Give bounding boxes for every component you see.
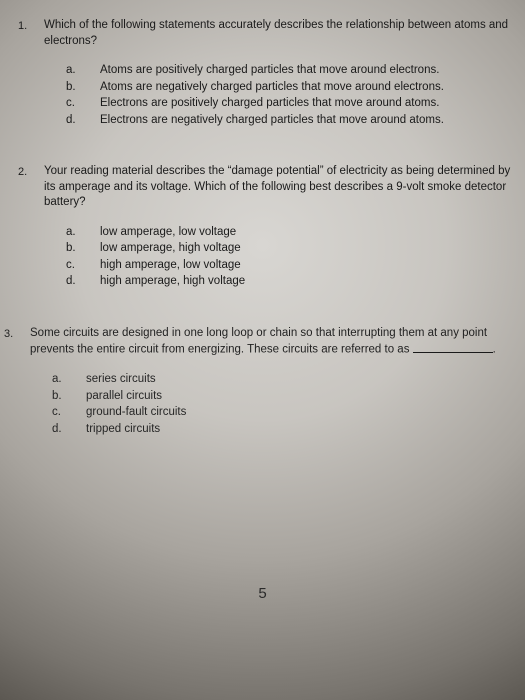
question-2: 2. Your reading material describes the “… (18, 164, 513, 290)
option-text: Electrons are negatively charged particl… (100, 113, 513, 129)
option-letter: d. (66, 113, 100, 129)
option-text: parallel circuits (86, 389, 513, 405)
option-letter: a. (66, 63, 100, 79)
option-text: low amperage, low voltage (100, 225, 513, 241)
option-d[interactable]: d. high amperage, high voltage (66, 274, 513, 290)
option-letter: b. (66, 241, 100, 257)
question-3: 3. Some circuits are designed in one lon… (4, 326, 513, 437)
option-d[interactable]: d. tripped circuits (52, 422, 513, 438)
option-c[interactable]: c. ground-fault circuits (52, 405, 513, 421)
option-c[interactable]: c. Electrons are positively charged part… (66, 96, 513, 112)
option-letter: d. (52, 422, 86, 438)
option-letter: c. (66, 96, 100, 112)
page-number: 5 (0, 584, 525, 604)
option-text: high amperage, low voltage (100, 258, 513, 274)
prompt-post: . (493, 344, 496, 356)
question-number: 1. (18, 18, 44, 34)
fill-blank[interactable] (413, 341, 493, 352)
option-text: high amperage, high voltage (100, 274, 513, 290)
question-1: 1. Which of the following statements acc… (18, 18, 513, 128)
option-text: Atoms are positively charged particles t… (100, 63, 513, 79)
question-number: 3. (4, 326, 30, 342)
option-text: Electrons are positively charged particl… (100, 96, 513, 112)
question-options: a. low amperage, low voltage b. low ampe… (66, 225, 513, 290)
worksheet-page: 1. Which of the following statements acc… (0, 0, 525, 700)
option-letter: c. (52, 405, 86, 421)
option-a[interactable]: a. series circuits (52, 372, 513, 388)
question-prompt: Which of the following statements accura… (44, 18, 513, 49)
question-header: 2. Your reading material describes the “… (18, 164, 513, 211)
option-text: tripped circuits (86, 422, 513, 438)
option-letter: b. (52, 389, 86, 405)
option-text: series circuits (86, 372, 513, 388)
option-letter: c. (66, 258, 100, 274)
question-options: a. Atoms are positively charged particle… (66, 63, 513, 128)
option-text: ground-fault circuits (86, 405, 513, 421)
question-header: 3. Some circuits are designed in one lon… (4, 326, 513, 358)
question-prompt: Some circuits are designed in one long l… (30, 326, 513, 358)
option-b[interactable]: b. parallel circuits (52, 389, 513, 405)
option-text: low amperage, high voltage (100, 241, 513, 257)
option-b[interactable]: b. Atoms are negatively charged particle… (66, 80, 513, 96)
option-a[interactable]: a. Atoms are positively charged particle… (66, 63, 513, 79)
option-text: Atoms are negatively charged particles t… (100, 80, 513, 96)
option-letter: a. (52, 372, 86, 388)
question-options: a. series circuits b. parallel circuits … (52, 372, 513, 437)
question-header: 1. Which of the following statements acc… (18, 18, 513, 49)
option-letter: d. (66, 274, 100, 290)
option-b[interactable]: b. low amperage, high voltage (66, 241, 513, 257)
option-letter: a. (66, 225, 100, 241)
option-letter: b. (66, 80, 100, 96)
question-prompt: Your reading material describes the “dam… (44, 164, 513, 211)
option-d[interactable]: d. Electrons are negatively charged part… (66, 113, 513, 129)
option-c[interactable]: c. high amperage, low voltage (66, 258, 513, 274)
question-number: 2. (18, 164, 44, 180)
option-a[interactable]: a. low amperage, low voltage (66, 225, 513, 241)
